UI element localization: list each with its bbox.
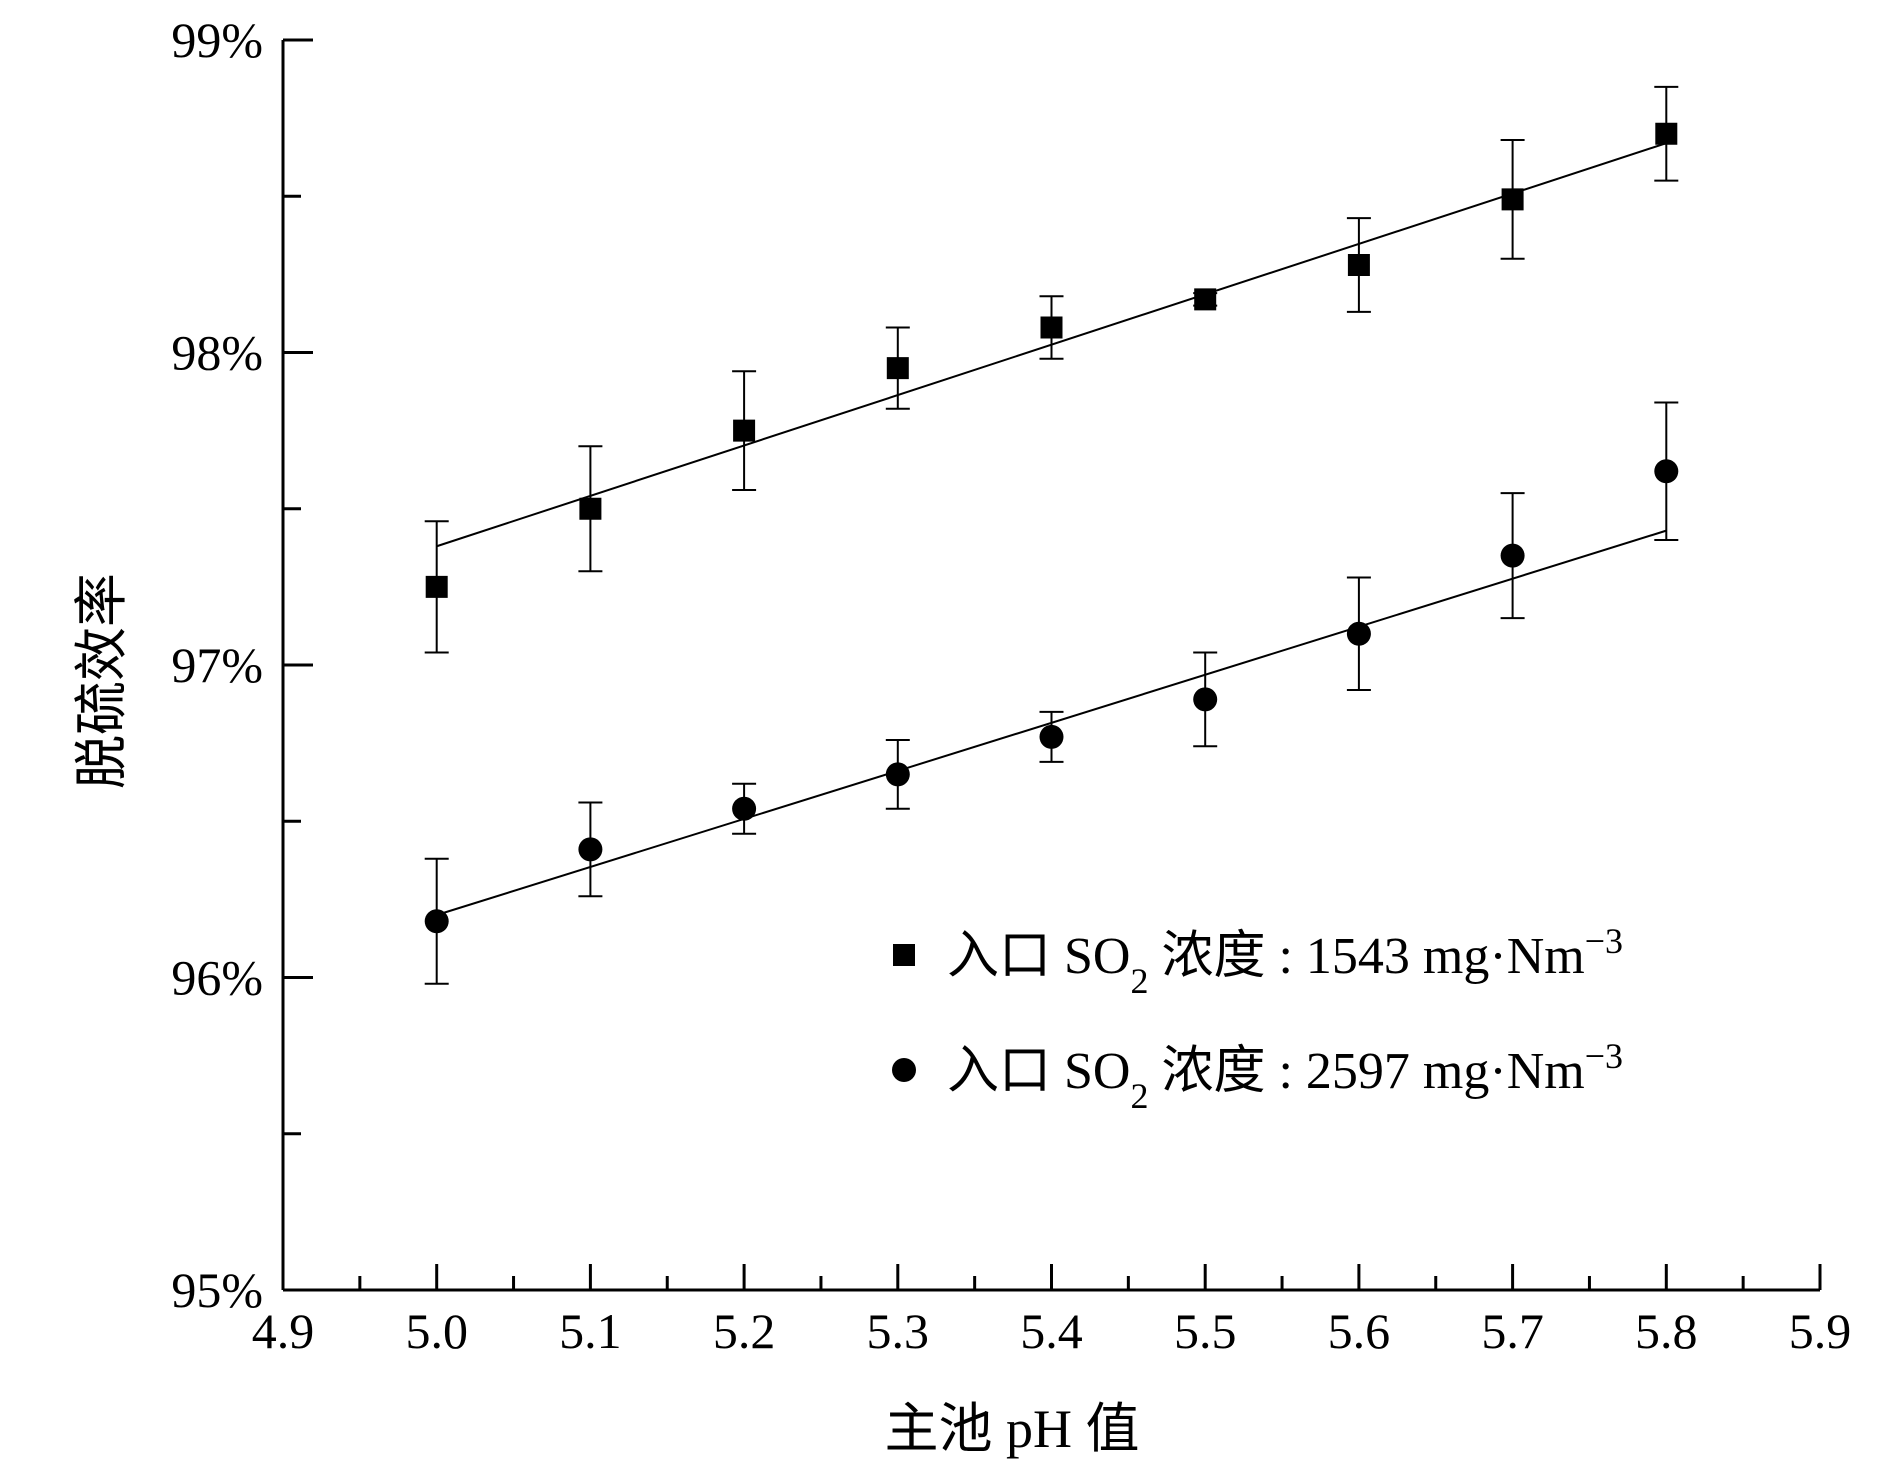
axes: 4.9 5.0 5.1 5.2 5.3 5.4 5.5 5.6 5.7 5.8 5.9 95% 96% 9…	[171, 12, 1851, 1359]
circle-marker	[1654, 459, 1679, 484]
x-tick-label: 5.7	[1481, 1303, 1544, 1359]
legend-label-1: 入口 SO2 浓度 : 1543 mg·Nm−3	[947, 921, 1623, 1001]
circle-marker	[732, 796, 757, 821]
y-tick-label: 99%	[171, 12, 263, 68]
circle-marker	[1039, 724, 1064, 749]
x-tick-label: 5.6	[1328, 1303, 1391, 1359]
y-tick-label: 95%	[171, 1262, 263, 1318]
y-tick-label: 98%	[171, 325, 263, 381]
circle-marker	[578, 837, 603, 862]
legend: 入口 SO2 浓度 : 1543 mg·Nm−3 入口 SO2 浓度 : 2597…	[892, 921, 1623, 1116]
x-tick-label: 5.5	[1174, 1303, 1237, 1359]
square-marker	[1040, 316, 1063, 339]
data-markers	[424, 122, 1679, 934]
square-marker	[886, 357, 909, 380]
fit-lines	[436, 142, 1667, 916]
square-marker	[1194, 288, 1217, 311]
x-tick-label: 5.3	[867, 1303, 930, 1359]
x-tick-label: 5.1	[559, 1303, 622, 1359]
y-tick-label: 97%	[171, 637, 263, 693]
x-tick-label: 4.9	[252, 1303, 315, 1359]
square-marker	[1655, 122, 1678, 145]
legend-square-marker	[893, 944, 915, 966]
x-tick-label: 5.8	[1635, 1303, 1698, 1359]
square-marker	[579, 497, 602, 520]
square-marker	[1347, 254, 1370, 276]
legend-circle-marker	[892, 1058, 916, 1082]
square-marker	[425, 575, 448, 598]
circle-marker	[424, 909, 449, 934]
x-tick-label: 5.9	[1789, 1303, 1852, 1359]
circle-marker	[885, 762, 910, 787]
circle-marker	[1193, 687, 1218, 712]
y-axis-label: 脱硫效率	[72, 573, 132, 789]
circle-marker	[1500, 543, 1525, 568]
x-tick-label: 5.2	[713, 1303, 776, 1359]
square-marker	[733, 419, 756, 442]
circle-marker	[1346, 621, 1371, 646]
x-tick-label: 5.0	[405, 1303, 468, 1359]
y-tick-label: 96%	[171, 950, 263, 1006]
legend-label-2: 入口 SO2 浓度 : 2597 mg·Nm−3	[947, 1036, 1623, 1116]
x-axis-label: 主池 pH 值	[885, 1399, 1140, 1459]
error-bars	[424, 85, 1679, 985]
x-tick-label: 5.4	[1020, 1303, 1083, 1359]
square-marker	[1501, 188, 1524, 211]
